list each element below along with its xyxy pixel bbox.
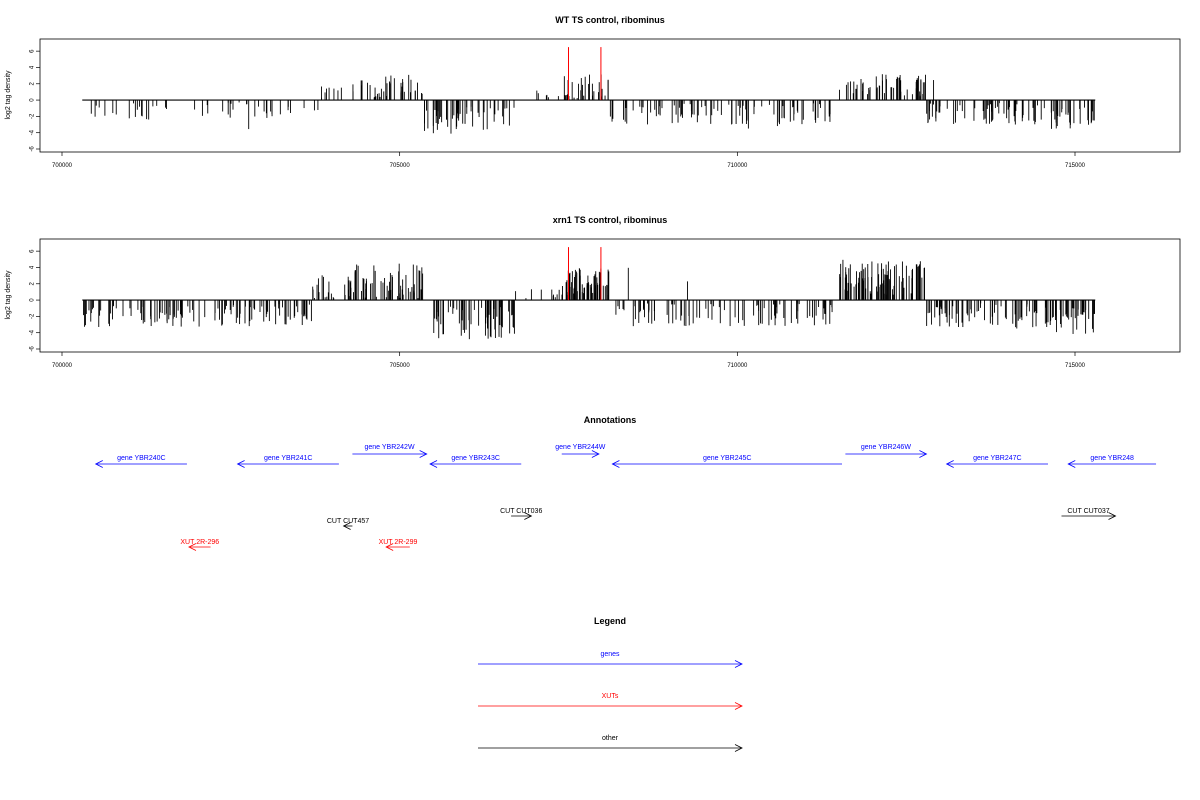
xrn1-y-tick-label: -6	[30, 346, 36, 352]
feature-label: CUT CUT037	[1067, 508, 1109, 515]
feature-other: CUT CUT037	[1061, 508, 1117, 520]
feature-arrow-head	[236, 460, 245, 468]
feature-gene: gene YBR243C	[429, 455, 522, 468]
xrn1-plot-frame	[39, 238, 1181, 353]
wt-track-title: WT TS control, ribominus	[555, 15, 665, 25]
feature-label: gene YBR240C	[117, 455, 166, 462]
legend-item-xut: XUTs	[478, 693, 743, 710]
legend-panel: Legend genes XUTs other	[478, 616, 743, 752]
wt-x-tick-label: 700000	[52, 163, 73, 169]
wt-plot-frame	[39, 38, 1181, 153]
feature-label: gene YBR246W	[861, 444, 911, 451]
feature-label: gene YBR241C	[264, 455, 313, 462]
feature-gene: gene YBR242W	[352, 444, 428, 458]
wt-x-tick-label: 715000	[1065, 163, 1086, 169]
feature-arrow-head	[524, 512, 533, 520]
xrn1-red-markers	[568, 247, 602, 301]
legend-label: XUTs	[602, 693, 619, 700]
feature-arrow-head	[419, 450, 428, 458]
wt-y-tick-label: 2	[30, 81, 36, 85]
legend-label: other	[602, 735, 619, 742]
xrn1-y-axis: 6 4 2 0 -2 -4 -6	[30, 249, 40, 352]
feature-arrow-head	[1067, 460, 1076, 468]
wt-y-axis-label: log2 tag density	[5, 70, 12, 120]
xrn1-y-tick-label: -4	[30, 329, 36, 335]
feature-other: CUT CUT457	[327, 518, 369, 530]
xrn1-x-axis: 700000 705000 710000 715000	[52, 352, 1086, 369]
feature-xut: XUT 2R-296	[180, 539, 219, 551]
feature-label: gene YBR244W	[555, 444, 605, 451]
feature-arrow-head	[94, 460, 103, 468]
feature-arrow-head	[429, 460, 438, 468]
feature-label: gene YBR245C	[703, 455, 752, 462]
legend-arrow-head	[734, 744, 743, 752]
feature-other: CUT CUT036	[500, 508, 542, 520]
feature-arrow-head	[611, 460, 620, 468]
feature-arrow-head	[919, 450, 928, 458]
xrn1-track-title: xrn1 TS control, ribominus	[553, 215, 668, 225]
xrn1-x-tick-label: 705000	[390, 363, 411, 369]
feature-arrow-head	[342, 522, 351, 530]
wt-x-tick-label: 705000	[390, 163, 411, 169]
feature-label: gene YBR248	[1090, 455, 1134, 462]
annotations-title: Annotations	[584, 415, 637, 425]
feature-label: CUT CUT457	[327, 518, 369, 525]
feature-arrows: gene YBR240C gene YBR241C gene YBR242W gene…	[94, 444, 1157, 551]
legend-item-gene: genes	[478, 651, 743, 668]
feature-arrow-head	[188, 543, 197, 551]
legend-title: Legend	[594, 616, 626, 626]
feature-gene: gene YBR248	[1067, 455, 1157, 468]
xrn1-x-tick-label: 715000	[1065, 363, 1086, 369]
feature-label: CUT CUT036	[500, 508, 542, 515]
legend-items: genes XUTs other	[478, 651, 743, 752]
xrn1-density-bars	[83, 259, 1095, 340]
feature-gene: gene YBR240C	[94, 455, 187, 468]
feature-gene: gene YBR245C	[611, 455, 843, 468]
wt-y-tick-label: -6	[30, 146, 36, 152]
wt-density-bars	[90, 74, 1095, 134]
wt-track: WT TS control, ribominus log2 tag densit…	[5, 15, 1181, 169]
xrn1-y-tick-label: 2	[30, 281, 36, 285]
xrn1-x-tick-label: 700000	[52, 363, 73, 369]
feature-arrow-head	[591, 450, 600, 458]
xrn1-x-tick-label: 710000	[727, 363, 748, 369]
xrn1-y-tick-label: -2	[30, 313, 36, 319]
annotations-panel: Annotations gene YBR240C gene YBR241Cgene…	[94, 415, 1157, 551]
xrn1-y-tick-label: 6	[30, 249, 36, 253]
wt-y-tick-label: -4	[30, 129, 36, 135]
wt-y-tick-label: -2	[30, 113, 36, 119]
feature-gene: gene YBR247C	[945, 455, 1048, 468]
legend-arrow-head	[734, 702, 743, 710]
feature-xut: XUT 2R-299	[379, 539, 418, 551]
xrn1-y-axis-label: log2 tag density	[5, 270, 12, 320]
xrn1-track: xrn1 TS control, ribominus log2 tag dens…	[5, 215, 1181, 369]
wt-red-markers	[568, 47, 602, 101]
xrn1-y-tick-label: 4	[30, 265, 36, 269]
wt-x-tick-label: 710000	[727, 163, 748, 169]
wt-y-tick-label: 6	[30, 49, 36, 53]
feature-label: XUT 2R-296	[180, 539, 219, 546]
feature-arrow-head	[945, 460, 954, 468]
wt-y-tick-label: 0	[30, 98, 36, 102]
legend-arrow-head	[734, 660, 743, 668]
feature-gene: gene YBR241C	[236, 455, 339, 468]
feature-label: XUT 2R-299	[379, 539, 418, 546]
legend-item-other: other	[478, 735, 743, 752]
feature-label: gene YBR247C	[973, 455, 1022, 462]
feature-arrow-head	[1108, 512, 1117, 520]
wt-y-tick-label: 4	[30, 65, 36, 69]
feature-label: gene YBR243C	[451, 455, 500, 462]
xrn1-y-tick-label: 0	[30, 298, 36, 302]
wt-y-axis: 6 4 2 0 -2 -4 -6	[30, 49, 40, 152]
feature-gene: gene YBR246W	[845, 444, 928, 458]
legend-label: genes	[600, 651, 620, 658]
feature-gene: gene YBR244W	[555, 444, 606, 458]
wt-x-axis: 700000 705000 710000 715000	[52, 152, 1086, 169]
feature-arrow-head	[385, 543, 394, 551]
feature-label: gene YBR242W	[364, 444, 414, 451]
